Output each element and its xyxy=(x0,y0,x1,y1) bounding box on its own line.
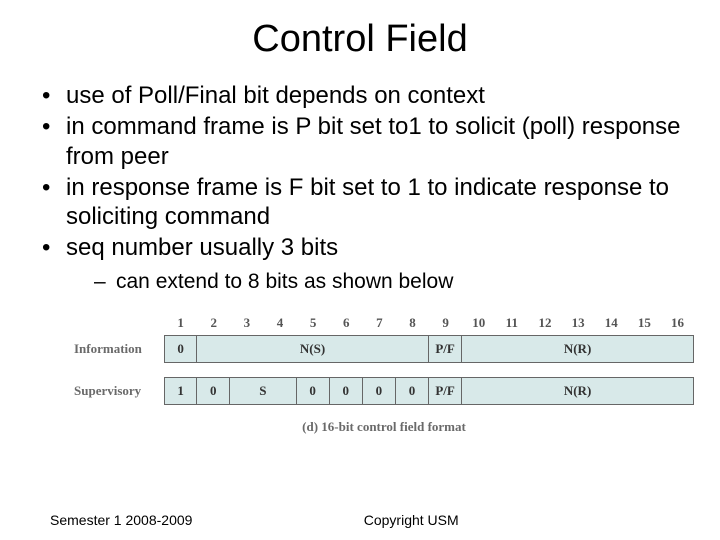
diagram-caption: (d) 16-bit control field format xyxy=(74,419,694,435)
sub-bullet-item: can extend to 8 bits as shown below xyxy=(94,269,690,295)
bullet-item: seq number usually 3 bits can extend to … xyxy=(38,233,690,295)
bit-number: 7 xyxy=(363,315,396,331)
diagram-row-information: Information 0 N(S) P/F N(R) xyxy=(74,335,694,363)
bullet-item: in response frame is F bit set to 1 to i… xyxy=(38,173,690,232)
field-cell: 0 xyxy=(329,377,363,405)
bullet-item: use of Poll/Final bit depends on context xyxy=(38,81,690,110)
bit-number: 4 xyxy=(263,315,296,331)
bit-number: 9 xyxy=(429,315,462,331)
field-cell: 0 xyxy=(296,377,330,405)
bit-number-row: 1 2 3 4 5 6 7 8 9 10 11 12 13 14 15 16 xyxy=(74,315,694,331)
row-label: Information xyxy=(74,335,164,363)
field-cell: 0 xyxy=(196,377,230,405)
page-title: Control Field xyxy=(30,18,690,61)
field-cell: 1 xyxy=(164,377,197,405)
footer-center: Copyright USM xyxy=(152,512,670,528)
field-cell: 0 xyxy=(164,335,197,363)
bit-number: 2 xyxy=(197,315,230,331)
bullet-text: seq number usually 3 bits xyxy=(66,234,338,261)
field-cell: 0 xyxy=(395,377,429,405)
field-cell: N(R) xyxy=(461,335,694,363)
field-cell: N(S) xyxy=(196,335,429,363)
bit-number: 1 xyxy=(164,315,197,331)
bit-number: 11 xyxy=(495,315,528,331)
bullet-item: in command frame is P bit set to1 to sol… xyxy=(38,112,690,171)
field-cell: N(R) xyxy=(461,377,694,405)
bit-number: 6 xyxy=(330,315,363,331)
bit-number: 16 xyxy=(661,315,694,331)
diagram-row-supervisory: Supervisory 1 0 S 0 0 0 0 P/F N(R) xyxy=(74,377,694,405)
bit-number: 15 xyxy=(628,315,661,331)
bit-number: 3 xyxy=(230,315,263,331)
bullet-list: use of Poll/Final bit depends on context… xyxy=(30,81,690,295)
row-label: Supervisory xyxy=(74,377,164,405)
bit-number: 13 xyxy=(562,315,595,331)
bit-number: 5 xyxy=(297,315,330,331)
sub-bullet-list: can extend to 8 bits as shown below xyxy=(66,269,690,295)
field-cell: 0 xyxy=(362,377,396,405)
control-field-diagram: 1 2 3 4 5 6 7 8 9 10 11 12 13 14 15 16 I… xyxy=(74,315,694,435)
bit-number: 12 xyxy=(528,315,561,331)
bit-number: 8 xyxy=(396,315,429,331)
slide: Control Field use of Poll/Final bit depe… xyxy=(0,0,720,540)
bit-number: 10 xyxy=(462,315,495,331)
bit-number: 14 xyxy=(595,315,628,331)
field-cell: P/F xyxy=(428,377,462,405)
footer: Semester 1 2008-2009 Copyright USM xyxy=(50,512,670,528)
field-cell: P/F xyxy=(428,335,462,363)
field-cell: S xyxy=(229,377,296,405)
